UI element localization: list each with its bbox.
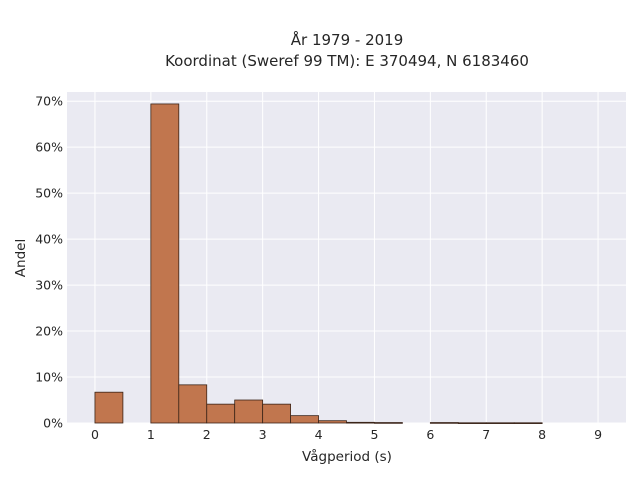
- histogram-bar-12: [429, 422, 459, 424]
- y-tick-label-6: 60%: [35, 140, 63, 155]
- histogram-bar-15: [513, 422, 543, 424]
- histogram-bar-4: [206, 403, 236, 424]
- x-tick-label-5: 5: [370, 427, 378, 442]
- histogram-bar-0: [94, 391, 124, 424]
- x-tick-label-7: 7: [482, 427, 490, 442]
- y-tick-label-1: 10%: [35, 370, 63, 385]
- x-axis-label: Vågperiod (s): [302, 448, 392, 465]
- x-tick-label-0: 0: [91, 427, 99, 442]
- y-axis-label: Andel: [13, 239, 29, 277]
- histogram-bar-3: [178, 384, 208, 424]
- x-tick-label-1: 1: [147, 427, 155, 442]
- y-axis-ticks: 0% 10% 20% 30% 40% 50% 60% 70%: [35, 94, 63, 431]
- x-axis-ticks: 0 1 2 3 4 5 6 7 8 9: [91, 427, 602, 442]
- histogram-bar-14: [485, 422, 515, 424]
- histogram-bar-8: [318, 420, 347, 424]
- histogram-bar-9: [346, 421, 375, 424]
- histogram-bar-6: [262, 403, 291, 424]
- chart-title-line1: År 1979 - 2019: [291, 30, 404, 49]
- x-tick-label-2: 2: [203, 427, 211, 442]
- x-tick-label-4: 4: [315, 427, 323, 442]
- histogram-bar-5: [234, 399, 264, 424]
- y-tick-label-4: 40%: [35, 232, 63, 247]
- y-tick-label-2: 20%: [35, 324, 63, 339]
- histogram-bar-10: [374, 422, 403, 424]
- x-tick-label-6: 6: [426, 427, 434, 442]
- histogram-bar-13: [457, 422, 487, 424]
- chart-title-line2: Koordinat (Sweref 99 TM): E 370494, N 61…: [165, 52, 529, 70]
- x-tick-label-3: 3: [259, 427, 267, 442]
- x-tick-label-9: 9: [594, 427, 602, 442]
- bars: [94, 103, 543, 424]
- y-tick-label-0: 0%: [43, 416, 63, 431]
- y-tick-label-7: 70%: [35, 94, 63, 109]
- y-tick-label-3: 30%: [35, 278, 63, 293]
- y-tick-label-5: 50%: [35, 186, 63, 201]
- x-tick-label-8: 8: [538, 427, 546, 442]
- histogram-bar-7: [290, 415, 319, 424]
- histogram-bar-2: [150, 103, 180, 424]
